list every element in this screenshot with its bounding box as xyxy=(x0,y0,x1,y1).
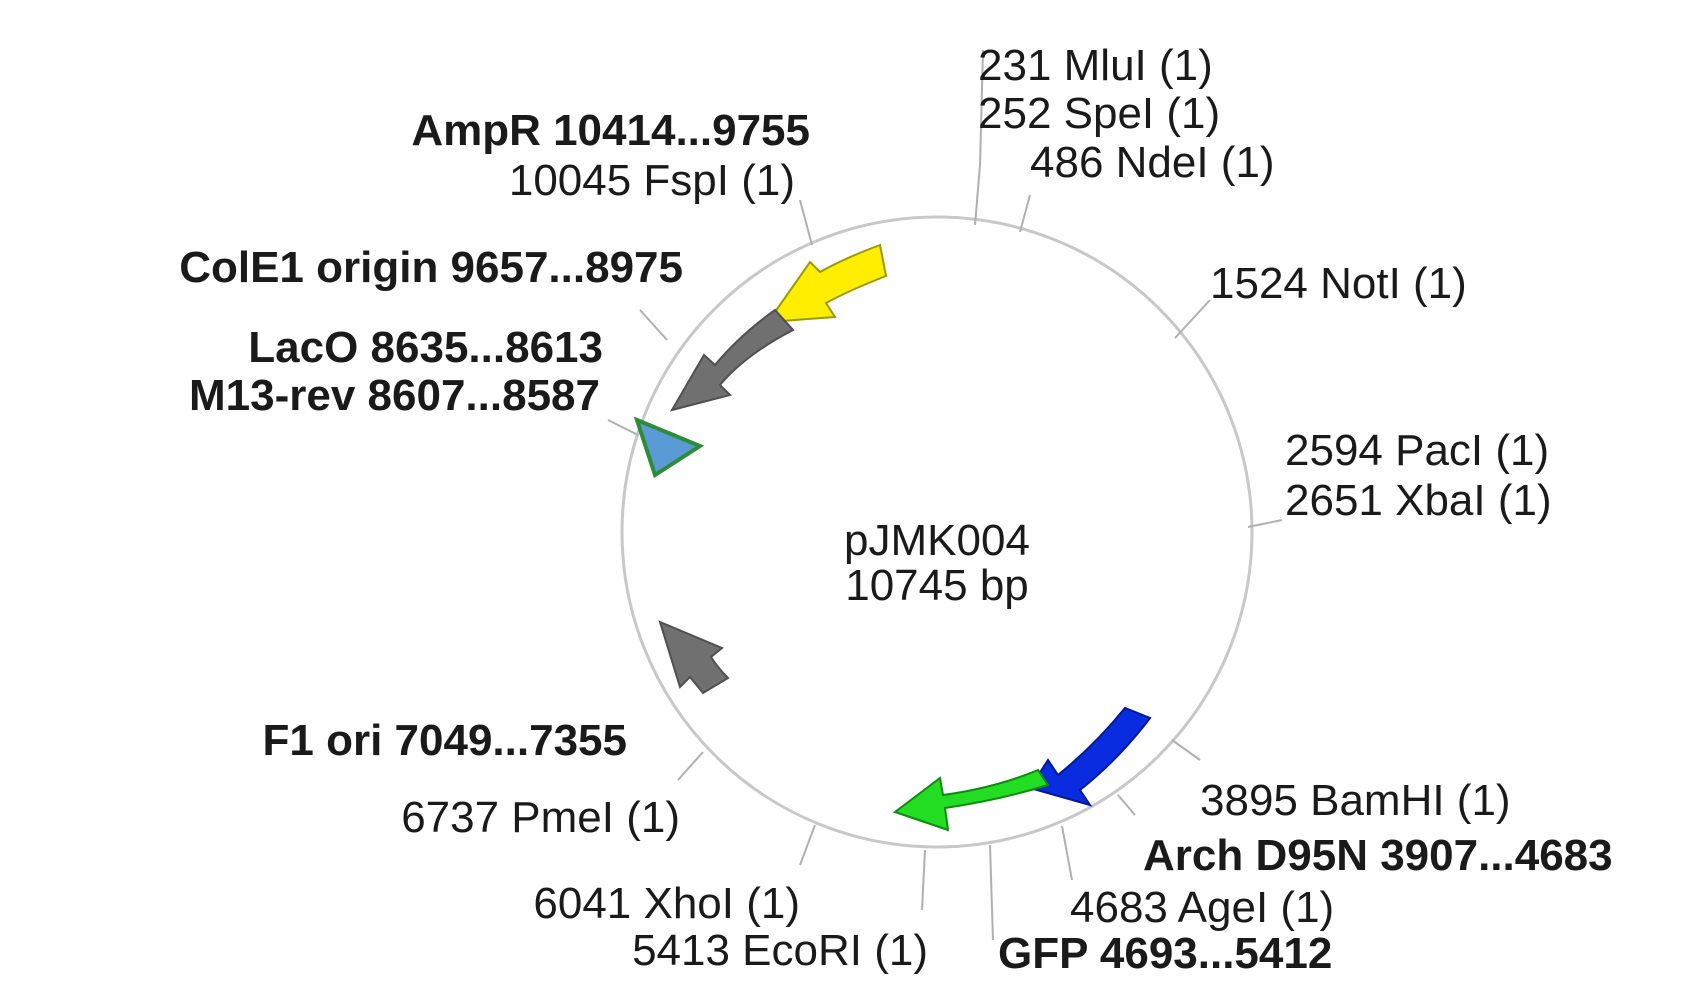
feature-label-arch: Arch D95N 3907...4683 xyxy=(1143,831,1613,880)
site-label-ecori: 5413 EcoRI (1) xyxy=(632,926,928,975)
site-ticks xyxy=(607,49,1283,941)
site-label-ndei: 486 NdeI (1) xyxy=(1030,138,1275,187)
arch-arrow xyxy=(1028,706,1152,807)
feature-label-cole1: ColE1 origin 9657...8975 xyxy=(179,243,683,292)
site-label-agei: 4683 AgeI (1) xyxy=(1070,883,1334,932)
feature-label-gfp: GFP 4693...5412 xyxy=(998,929,1332,978)
tick-ecori xyxy=(921,849,926,911)
tick-pmei xyxy=(677,751,704,781)
feature-label-laco: LacO 8635...8613 xyxy=(248,323,603,372)
site-label-spei: 252 SpeI (1) xyxy=(978,89,1220,138)
site-label-fspi: 10045 FspI (1) xyxy=(509,156,795,205)
cole1-arrow xyxy=(669,308,795,412)
tick-laco xyxy=(607,419,639,436)
feature-label-f1ori: F1 ori 7049...7355 xyxy=(263,716,627,765)
tick-paci-xbai xyxy=(1247,519,1283,528)
site-label-mlui: 231 MluI (1) xyxy=(978,41,1213,90)
site-label-bamhi: 3895 BamHI (1) xyxy=(1200,776,1511,825)
tick-arch xyxy=(1117,794,1136,816)
site-label-noti: 1524 NotI (1) xyxy=(1210,259,1467,308)
tick-noti xyxy=(1174,299,1211,339)
plasmid-backbone xyxy=(620,215,1254,849)
feature-label-m13rev: M13-rev 8607...8587 xyxy=(189,371,600,420)
plasmid-name: pJMK004 xyxy=(844,516,1030,565)
feature-arrows xyxy=(633,243,1152,832)
site-label-xhoi: 6041 XhoI (1) xyxy=(533,879,800,928)
tick-fspi xyxy=(799,199,813,246)
site-label-xbai: 2651 XbaI (1) xyxy=(1285,476,1552,525)
f1-ori-arrow xyxy=(658,620,730,695)
feature-label-ampr: AmpR 10414...9755 xyxy=(411,106,810,155)
gfp-arrow xyxy=(892,768,1050,832)
ampr-arrow xyxy=(765,243,888,324)
tick-agei xyxy=(1061,825,1073,881)
tick-gfp xyxy=(989,844,994,941)
tick-ndei xyxy=(1019,194,1031,233)
tick-cole1 xyxy=(639,309,668,341)
site-label-paci: 2594 PacI (1) xyxy=(1285,426,1549,475)
tick-xhoi xyxy=(799,824,816,866)
laco-arrow xyxy=(633,416,705,479)
plasmid-size: 10745 bp xyxy=(845,561,1029,610)
tick-bamhi xyxy=(1171,739,1201,761)
tick-mlui xyxy=(974,49,984,226)
site-label-pmei: 6737 PmeI (1) xyxy=(401,793,680,842)
